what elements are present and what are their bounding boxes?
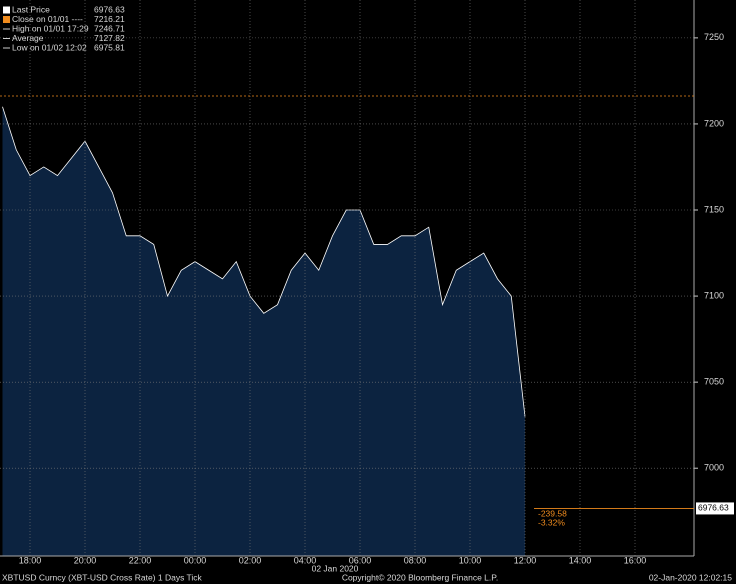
- x-tick-label: 04:00: [294, 555, 317, 565]
- legend-name: Last Price: [12, 4, 50, 14]
- area: [2, 106, 525, 556]
- x-tick-label: 06:00: [349, 555, 372, 565]
- x-tick-label: 10:00: [459, 555, 482, 565]
- legend-name: Low on 01/02 12:02: [12, 42, 87, 52]
- date-label: 02 Jan 2020: [312, 563, 359, 573]
- legend-value: 7216.21: [94, 14, 125, 24]
- x-tick-label: 08:00: [404, 555, 427, 565]
- y-tick-label: 7250: [704, 32, 724, 42]
- x-tick-label: 12:00: [514, 555, 537, 565]
- price-line: [2, 106, 526, 417]
- legend-name: High on 01/01 17:29: [12, 23, 89, 33]
- y-tick-label: 7050: [704, 377, 724, 387]
- x-tick-label: 02:00: [239, 555, 262, 565]
- legend-value: 6975.81: [94, 42, 125, 52]
- legend-value: 6976.63: [94, 4, 125, 14]
- y-tick-label: 7200: [704, 118, 724, 128]
- footer-center: Copyright© 2020 Bloomberg Finance L.P.: [342, 572, 498, 582]
- legend-swatch: [3, 6, 10, 14]
- footer-right: 02-Jan-2020 12:02:15: [649, 572, 732, 582]
- legend-swatch: [3, 16, 10, 23]
- legend-value: 7246.71: [94, 23, 125, 33]
- y-tick-label: 7000: [704, 463, 724, 473]
- footer-left: XBTUSD Curncy (XBT-USD Cross Rate) 1 Day…: [2, 572, 203, 582]
- y-tick-label: 7100: [704, 290, 724, 300]
- x-tick-label: 18:00: [19, 555, 42, 565]
- x-tick-label: 20:00: [74, 555, 97, 565]
- x-tick-label: 00:00: [184, 555, 207, 565]
- change: -239.58: [538, 509, 567, 519]
- legend-name: Average: [12, 33, 44, 43]
- x-tick-label: 14:00: [569, 555, 592, 565]
- x-tick-label: 16:00: [624, 555, 647, 565]
- legend-name: Close on 01/01 ----: [12, 14, 83, 24]
- last-price-box: [696, 502, 734, 515]
- x-tick-label: 22:00: [129, 555, 152, 565]
- change-pct: -3.32%: [538, 518, 565, 528]
- legend-value: 7127.82: [94, 33, 125, 43]
- last-price-label: 6976.63: [698, 503, 729, 513]
- y-tick-label: 7150: [704, 204, 724, 214]
